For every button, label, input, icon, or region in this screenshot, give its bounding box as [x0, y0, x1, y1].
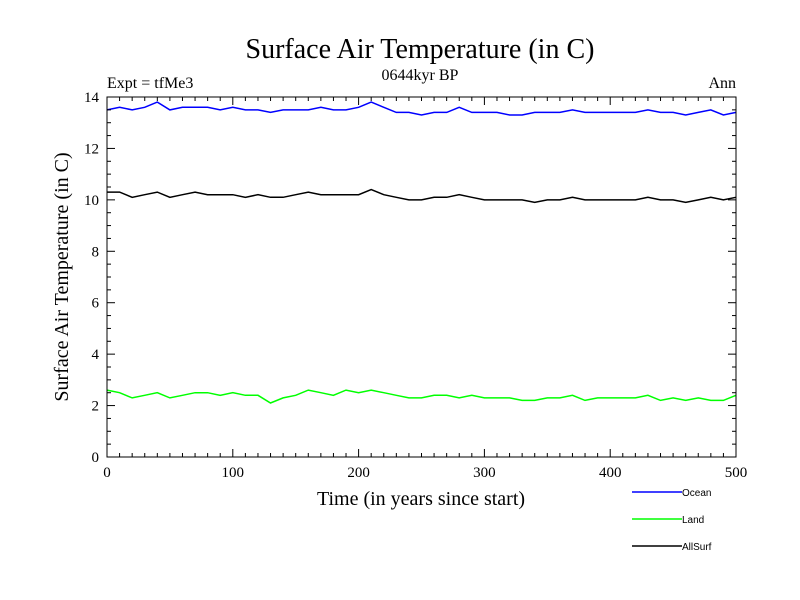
y-tick-label: 8 — [92, 244, 100, 260]
y-tick-label: 2 — [92, 399, 100, 415]
y-tick-label: 4 — [92, 347, 100, 363]
x-tick-label: 300 — [473, 465, 496, 481]
legend: Ocean Land AllSurf — [632, 488, 712, 553]
x-tick-label: 200 — [347, 465, 370, 481]
y-tick-label: 10 — [84, 193, 99, 209]
plot-layer: 0 100 200 300 400 500 0 2 4 6 8 10 12 14 — [84, 90, 747, 481]
y-tick-label: 6 — [92, 296, 100, 312]
x-tick-label: 0 — [103, 465, 111, 481]
x-tick-label: 100 — [222, 465, 245, 481]
y-tick-label: 14 — [84, 90, 100, 106]
y-tick-label: 0 — [92, 450, 100, 466]
x-tick-label: 500 — [725, 465, 748, 481]
y-axis-label: Surface Air Temperature (in C) — [51, 152, 73, 401]
season-label: Ann — [708, 75, 736, 92]
series-line-allsurf — [107, 188, 737, 204]
y-tick-label: 12 — [84, 141, 99, 157]
series-line-ocean — [106, 101, 737, 116]
legend-label-land: Land — [682, 515, 704, 526]
series-line-land — [106, 389, 737, 404]
x-axis-label: Time (in years since start) — [317, 488, 525, 510]
plot-frame — [106, 96, 737, 458]
legend-label-allsurf: AllSurf — [682, 542, 712, 553]
legend-label-ocean: Ocean — [682, 488, 711, 499]
chart-title: Surface Air Temperature (in C) — [246, 34, 595, 65]
period-label: 0644kyr BP — [382, 67, 459, 84]
x-tick-label: 400 — [599, 465, 622, 481]
experiment-label: Expt = tfMe3 — [107, 75, 193, 92]
